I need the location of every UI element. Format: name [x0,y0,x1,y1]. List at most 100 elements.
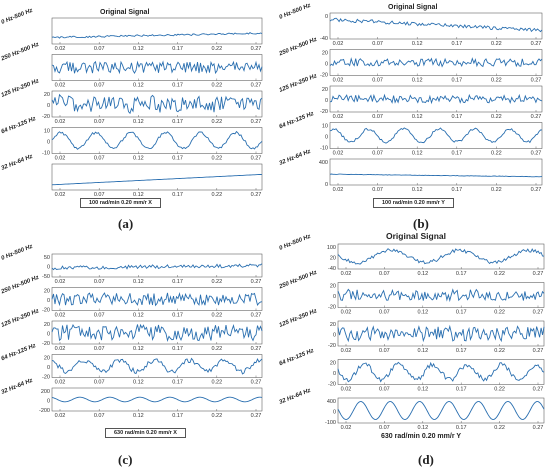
x-tick-label: 0.27 [251,83,262,89]
y-tick-label: 400 [319,160,328,166]
signal-line [329,173,543,178]
x-tick-label: 0.17 [451,41,462,47]
band-frame [337,359,545,385]
signal-line [329,93,543,105]
panel-footer: 100 rad/min 0.20 mm/r X [80,198,161,208]
y-tick-label: -10 [320,146,328,152]
x-tick-label: 0.22 [491,151,502,157]
signal-line [51,173,263,186]
panel-caption: (d) [418,452,434,467]
x-tick-label: 0.02 [333,78,344,84]
y-tick-label: -10 [42,151,50,157]
y-tick-label: -20 [42,308,50,314]
band-label: 32 Hz-64 Hz [279,388,312,406]
x-tick-label: 0.02 [333,41,344,47]
x-tick-label: 0.22 [211,192,222,198]
x-tick-label: 0.17 [172,380,183,386]
signal-line [337,248,545,265]
band-frame [329,12,543,40]
band-frame [51,17,263,45]
panel-d: Original Signal 0 Hz-500 Hz 100 20 -40 0.02 0… [278,231,550,472]
panel-c: 0 Hz-500 Hz 50 0 -50 0.02 0.07 0.12 0.17 0.22 0.2… [0,236,270,472]
x-tick-label: 0.12 [133,346,144,352]
signal-line [51,357,263,375]
y-tick-label: 20 [330,361,336,367]
x-tick-label: 0.22 [494,310,505,316]
band-frame [51,354,263,378]
y-tick-label: -40 [320,36,328,42]
x-tick-label: 0.07 [94,46,105,52]
x-tick-label: 0.07 [372,151,383,157]
band-label: 250 Hz-500 Hz [278,37,318,58]
band-label: 64 Hz-125 Hz [1,343,37,362]
x-tick-label: 0.27 [251,46,262,52]
x-tick-label: 0.27 [533,387,544,393]
signal-line [51,396,263,403]
x-tick-label: 0.12 [133,313,144,319]
panel-a: Original Signal 0 Hz-500 Hz 0.02 0.07 0.12 0… [0,0,270,236]
x-tick-label: 0.07 [379,348,390,354]
x-tick-label: 0.17 [451,187,462,193]
x-tick-label: 0.02 [341,271,352,277]
x-tick-label: 0.02 [341,425,352,431]
x-tick-label: 0.07 [94,119,105,125]
y-tick-label: -20 [42,114,50,120]
x-tick-label: 0.12 [417,271,428,277]
panel-b: Original Signal 0 Hz-500 Hz 0 -40 0.02 0.07 0… [278,0,550,236]
y-tick-label: 20 [322,87,328,93]
chart-a: 0 Hz-500 Hz 0.02 0.07 0.12 0.17 0.22 0.27 250 H… [0,8,263,198]
x-tick-label: 0.07 [372,187,383,193]
y-tick-label: 20 [330,322,336,328]
y-tick-label: 0 [47,298,50,304]
band-frame [51,387,263,412]
x-tick-label: 0.22 [491,187,502,193]
x-tick-label: 0.12 [417,348,428,354]
x-tick-label: 0.22 [491,41,502,47]
band-label: 64 Hz-125 Hz [1,116,37,135]
x-tick-label: 0.17 [172,313,183,319]
x-tick-label: 0.22 [211,279,222,285]
x-tick-label: 0.22 [491,78,502,84]
y-tick-label: 0 [47,140,50,146]
x-tick-label: 0.27 [251,279,262,285]
y-tick-label: -200 [39,408,50,414]
x-tick-label: 0.17 [172,279,183,285]
y-tick-label: 0 [325,182,328,188]
x-tick-label: 0.02 [341,310,352,316]
y-tick-label: 0 [333,333,336,339]
y-tick-label: 200 [41,389,50,395]
y-tick-label: -20 [328,343,336,349]
band-label: 32 Hz-64 Hz [279,149,312,167]
panel-caption: (b) [413,216,429,231]
x-tick-label: 0.12 [133,83,144,89]
band-label: 250 Hz-500 Hz [0,42,40,63]
x-tick-label: 0.07 [94,380,105,386]
x-tick-label: 0.27 [251,192,262,198]
x-tick-label: 0.02 [55,279,66,285]
x-tick-label: 0.02 [55,156,66,162]
x-tick-label: 0.07 [372,41,383,47]
x-tick-label: 0.07 [379,425,390,431]
band-frame [51,54,263,81]
x-tick-label: 0.17 [456,271,467,277]
y-tick-label: 0 [333,371,336,377]
x-tick-label: 0.12 [412,41,423,47]
x-tick-label: 0.27 [531,187,542,193]
band-label: 64 Hz-125 Hz [279,111,315,130]
x-tick-label: 0.12 [417,387,428,393]
band-frame [51,253,263,278]
band-label: 0 Hz-500 Hz [1,8,34,26]
band-frame [337,282,545,308]
signal-line [337,288,545,303]
y-tick-label: -20 [328,305,336,311]
y-tick-label: 0 [325,14,328,20]
y-tick-label: -20 [42,341,50,347]
chart-d: 0 Hz-500 Hz 100 20 -40 0.02 0.07 0.12 0.17 0.22 0… [278,234,545,431]
x-tick-label: 0.17 [172,156,183,162]
band-frame [51,163,263,191]
x-tick-label: 0.17 [172,119,183,125]
x-tick-label: 0.27 [533,425,544,431]
x-tick-label: 0.12 [133,413,144,419]
x-tick-label: 0.22 [211,413,222,419]
x-tick-label: 0.27 [531,78,542,84]
